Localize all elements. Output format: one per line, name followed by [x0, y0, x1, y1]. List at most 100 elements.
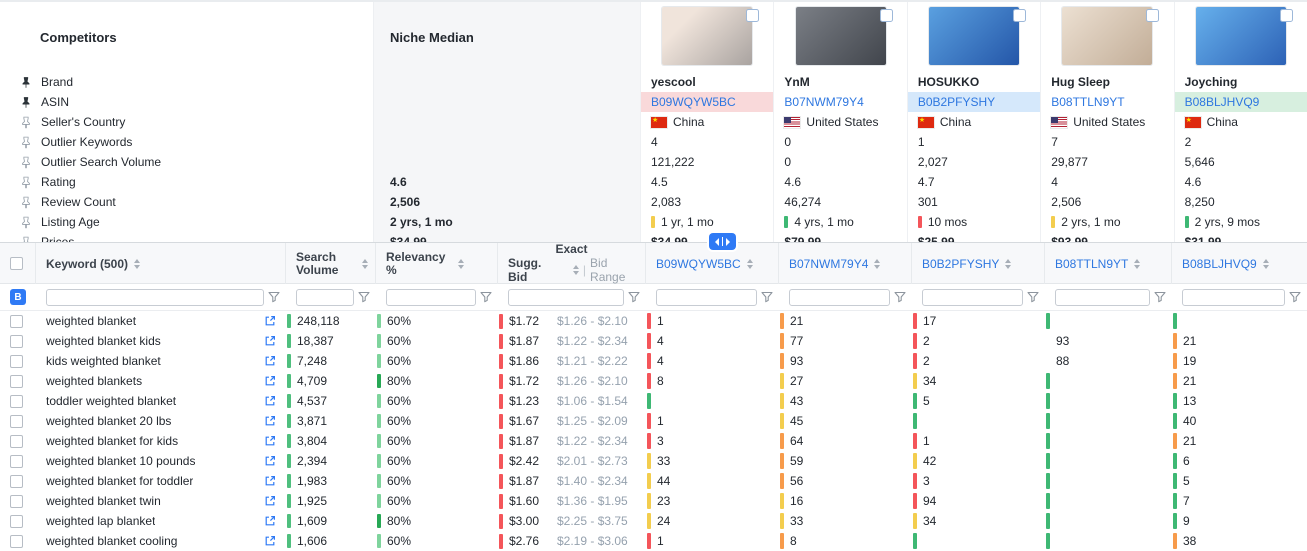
filter-funnel-icon[interactable]: [628, 291, 640, 303]
filter-badge[interactable]: B: [10, 289, 26, 305]
product-checkbox[interactable]: [1013, 9, 1027, 22]
rank-cell: [1045, 473, 1172, 489]
sort-icon[interactable]: [362, 258, 368, 269]
row-checkbox[interactable]: [10, 514, 23, 528]
row-checkbox[interactable]: [10, 494, 23, 508]
filter-funnel-icon[interactable]: [480, 291, 492, 303]
asin-rank-filter-input[interactable]: [1055, 288, 1150, 306]
column-resize-handle[interactable]: [709, 233, 736, 250]
product-image[interactable]: [1062, 7, 1160, 65]
row-checkbox[interactable]: [10, 414, 23, 428]
product-image[interactable]: [1195, 7, 1293, 65]
select-all-checkbox[interactable]: [10, 257, 23, 270]
product-image[interactable]: [662, 7, 760, 65]
filter-funnel-icon[interactable]: [358, 291, 370, 303]
external-link-icon[interactable]: [264, 315, 276, 327]
row-checkbox[interactable]: [10, 354, 23, 368]
sort-icon[interactable]: [746, 258, 753, 269]
rank-bar: [647, 533, 651, 549]
pin-icon[interactable]: [20, 216, 32, 229]
pin-icon[interactable]: [20, 136, 32, 149]
col-header-search-volume[interactable]: Search Volume: [286, 243, 376, 284]
filter-funnel-icon[interactable]: [761, 291, 773, 303]
external-link-icon[interactable]: [264, 335, 276, 347]
filter-funnel-icon[interactable]: [1154, 291, 1166, 303]
asin-column-link[interactable]: B0B2PFYSHY: [922, 256, 1000, 271]
asin-link[interactable]: B0B2PFYSHY: [917, 95, 996, 109]
rank-value: 33: [790, 514, 804, 528]
product-checkbox[interactable]: [746, 9, 760, 22]
product-image[interactable]: [929, 7, 1027, 65]
col-header-asin[interactable]: B0B2PFYSHY: [912, 243, 1045, 284]
row-checkbox[interactable]: [10, 474, 23, 488]
pin-icon[interactable]: [20, 156, 32, 169]
external-link-icon[interactable]: [264, 515, 276, 527]
sort-icon[interactable]: [458, 258, 464, 269]
row-checkbox[interactable]: [10, 314, 23, 328]
filter-funnel-icon[interactable]: [1289, 291, 1301, 303]
external-link-icon[interactable]: [264, 495, 276, 507]
keyword-filter-input[interactable]: [46, 288, 264, 306]
asin-rank-filter-input[interactable]: [789, 288, 890, 306]
external-link-icon[interactable]: [264, 475, 276, 487]
row-checkbox[interactable]: [10, 334, 23, 348]
external-link-icon[interactable]: [264, 415, 276, 427]
external-link-icon[interactable]: [264, 455, 276, 467]
rank-bar: [647, 473, 651, 489]
filter-funnel-icon[interactable]: [894, 291, 906, 303]
sort-icon[interactable]: [1262, 258, 1269, 269]
col-header-bid[interactable]: Exact Sugg. Bid | Bid Range: [498, 243, 646, 284]
col-header-asin[interactable]: B09WQYW5BC: [646, 243, 779, 284]
pin-icon[interactable]: [20, 176, 32, 189]
col-header-relevancy[interactable]: Relevancy %: [376, 243, 498, 284]
relevancy-filter-input[interactable]: [386, 288, 476, 306]
relevancy-bar: [377, 494, 381, 508]
sort-icon[interactable]: [1005, 258, 1012, 269]
product-image[interactable]: [795, 7, 893, 65]
col-header-asin[interactable]: B07NWM79Y4: [779, 243, 912, 284]
external-link-icon[interactable]: [264, 435, 276, 447]
col-header-asin[interactable]: B08BLJHVQ9: [1172, 243, 1307, 284]
rank-cell: 1: [646, 533, 779, 549]
product-checkbox[interactable]: [1279, 9, 1293, 22]
pin-icon[interactable]: [20, 116, 32, 129]
col-header-asin[interactable]: B08TTLN9YT: [1045, 243, 1172, 284]
row-checkbox[interactable]: [10, 454, 23, 468]
product-checkbox[interactable]: [1146, 9, 1160, 22]
col-header-keyword[interactable]: Keyword (500): [36, 243, 286, 284]
sort-icon[interactable]: [874, 258, 881, 269]
sort-icon[interactable]: [572, 265, 579, 275]
external-link-icon[interactable]: [264, 355, 276, 367]
pin-icon[interactable]: [20, 76, 32, 89]
pin-icon[interactable]: [20, 196, 32, 209]
asin-link[interactable]: B08TTLN9YT: [1051, 95, 1125, 109]
row-checkbox[interactable]: [10, 434, 23, 448]
asin-column-link[interactable]: B07NWM79Y4: [789, 256, 869, 271]
sort-icon[interactable]: [1134, 258, 1141, 269]
asin-rank-filter-input[interactable]: [922, 288, 1023, 306]
sort-icon[interactable]: [134, 258, 141, 269]
filter-funnel-icon[interactable]: [268, 291, 280, 303]
asin-link[interactable]: B07NWM79Y4: [784, 95, 864, 109]
rank-bar: [1173, 333, 1177, 349]
asin-link[interactable]: B09WQYW5BC: [651, 95, 736, 109]
row-checkbox[interactable]: [10, 394, 23, 408]
row-checkbox[interactable]: [10, 534, 23, 548]
bid-filter-input[interactable]: [508, 288, 624, 306]
filter-funnel-icon[interactable]: [1027, 291, 1039, 303]
external-link-icon[interactable]: [264, 375, 276, 387]
external-link-icon[interactable]: [264, 395, 276, 407]
row-checkbox[interactable]: [10, 374, 23, 388]
asin-value-cell: B08BLJHVQ9: [1173, 92, 1307, 112]
pin-icon[interactable]: [20, 96, 32, 109]
asin-column-link[interactable]: B09WQYW5BC: [656, 256, 741, 271]
asin-rank-filter-input[interactable]: [656, 288, 757, 306]
asin-column-link[interactable]: B08TTLN9YT: [1055, 256, 1129, 271]
asin-rank-filter-input[interactable]: [1182, 288, 1285, 306]
asin-link[interactable]: B08BLJHVQ9: [1184, 95, 1260, 109]
asin-value-cell: B09WQYW5BC: [640, 92, 774, 112]
product-checkbox[interactable]: [879, 9, 893, 22]
asin-column-link[interactable]: B08BLJHVQ9: [1182, 256, 1257, 271]
search-volume-filter-input[interactable]: [296, 288, 354, 306]
external-link-icon[interactable]: [264, 535, 276, 547]
